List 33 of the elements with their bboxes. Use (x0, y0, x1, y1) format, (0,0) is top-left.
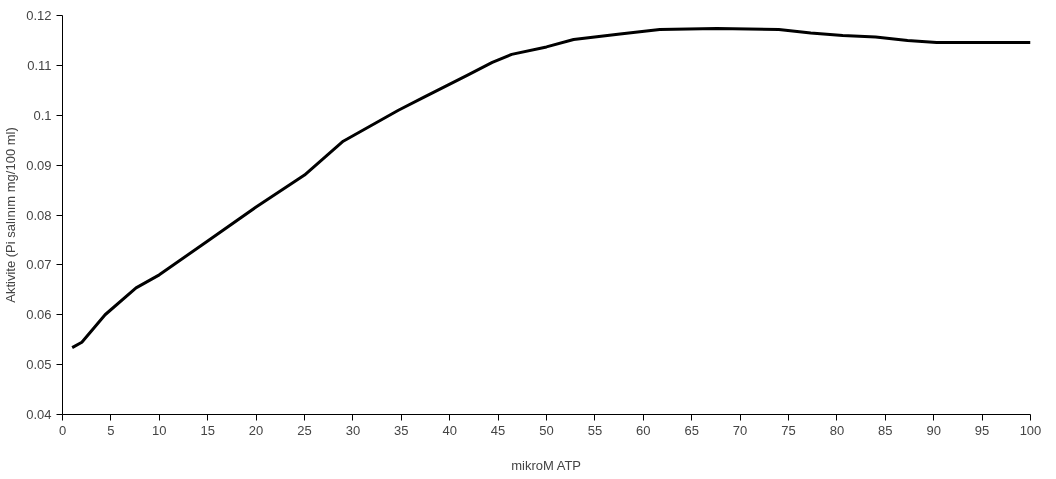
x-tick-label: 40 (442, 422, 457, 438)
y-tick-label: 0.09 (26, 157, 52, 173)
x-tick-label: 75 (781, 422, 796, 438)
x-tick-label: 45 (490, 422, 506, 438)
x-tick-label: 5 (107, 422, 115, 438)
x-tick-label: 35 (394, 422, 409, 438)
y-tick-label: 0.12 (26, 8, 52, 23)
y-tick-label: 0.05 (26, 357, 52, 373)
x-tick-label: 55 (587, 422, 603, 438)
y-axis-title: Aktivite (Pi salınım mg/100 ml) (3, 127, 19, 303)
y-tick-label: 0.1 (33, 107, 52, 123)
x-tick-label: 20 (248, 422, 264, 438)
x-tick-label: 60 (636, 422, 651, 438)
x-tick-label: 70 (732, 422, 748, 438)
x-tick-label: 95 (974, 422, 990, 438)
x-tick-label: 65 (684, 422, 699, 438)
y-tick-label: 0.11 (27, 57, 52, 73)
x-tick-label: 90 (926, 422, 941, 438)
y-tick-label: 0.04 (26, 407, 52, 422)
x-tick-label: 80 (829, 422, 845, 438)
x-tick-label: 50 (539, 422, 554, 438)
x-tick-label: 10 (152, 422, 167, 438)
y-tick-label: 0.08 (26, 207, 52, 223)
y-tick-label: 0.06 (26, 307, 52, 323)
x-tick-label: 15 (200, 422, 215, 438)
x-tick-label: 30 (345, 422, 361, 438)
x-tick-label: 100 (1019, 422, 1042, 438)
x-tick-label: 85 (878, 422, 893, 438)
x-axis-title: mikroM ATP (511, 457, 582, 473)
x-tick-label: 0 (58, 422, 67, 438)
y-tick-label: 0.07 (26, 257, 52, 273)
line-series (70, 26, 1031, 350)
x-tick-label: 25 (297, 422, 312, 438)
